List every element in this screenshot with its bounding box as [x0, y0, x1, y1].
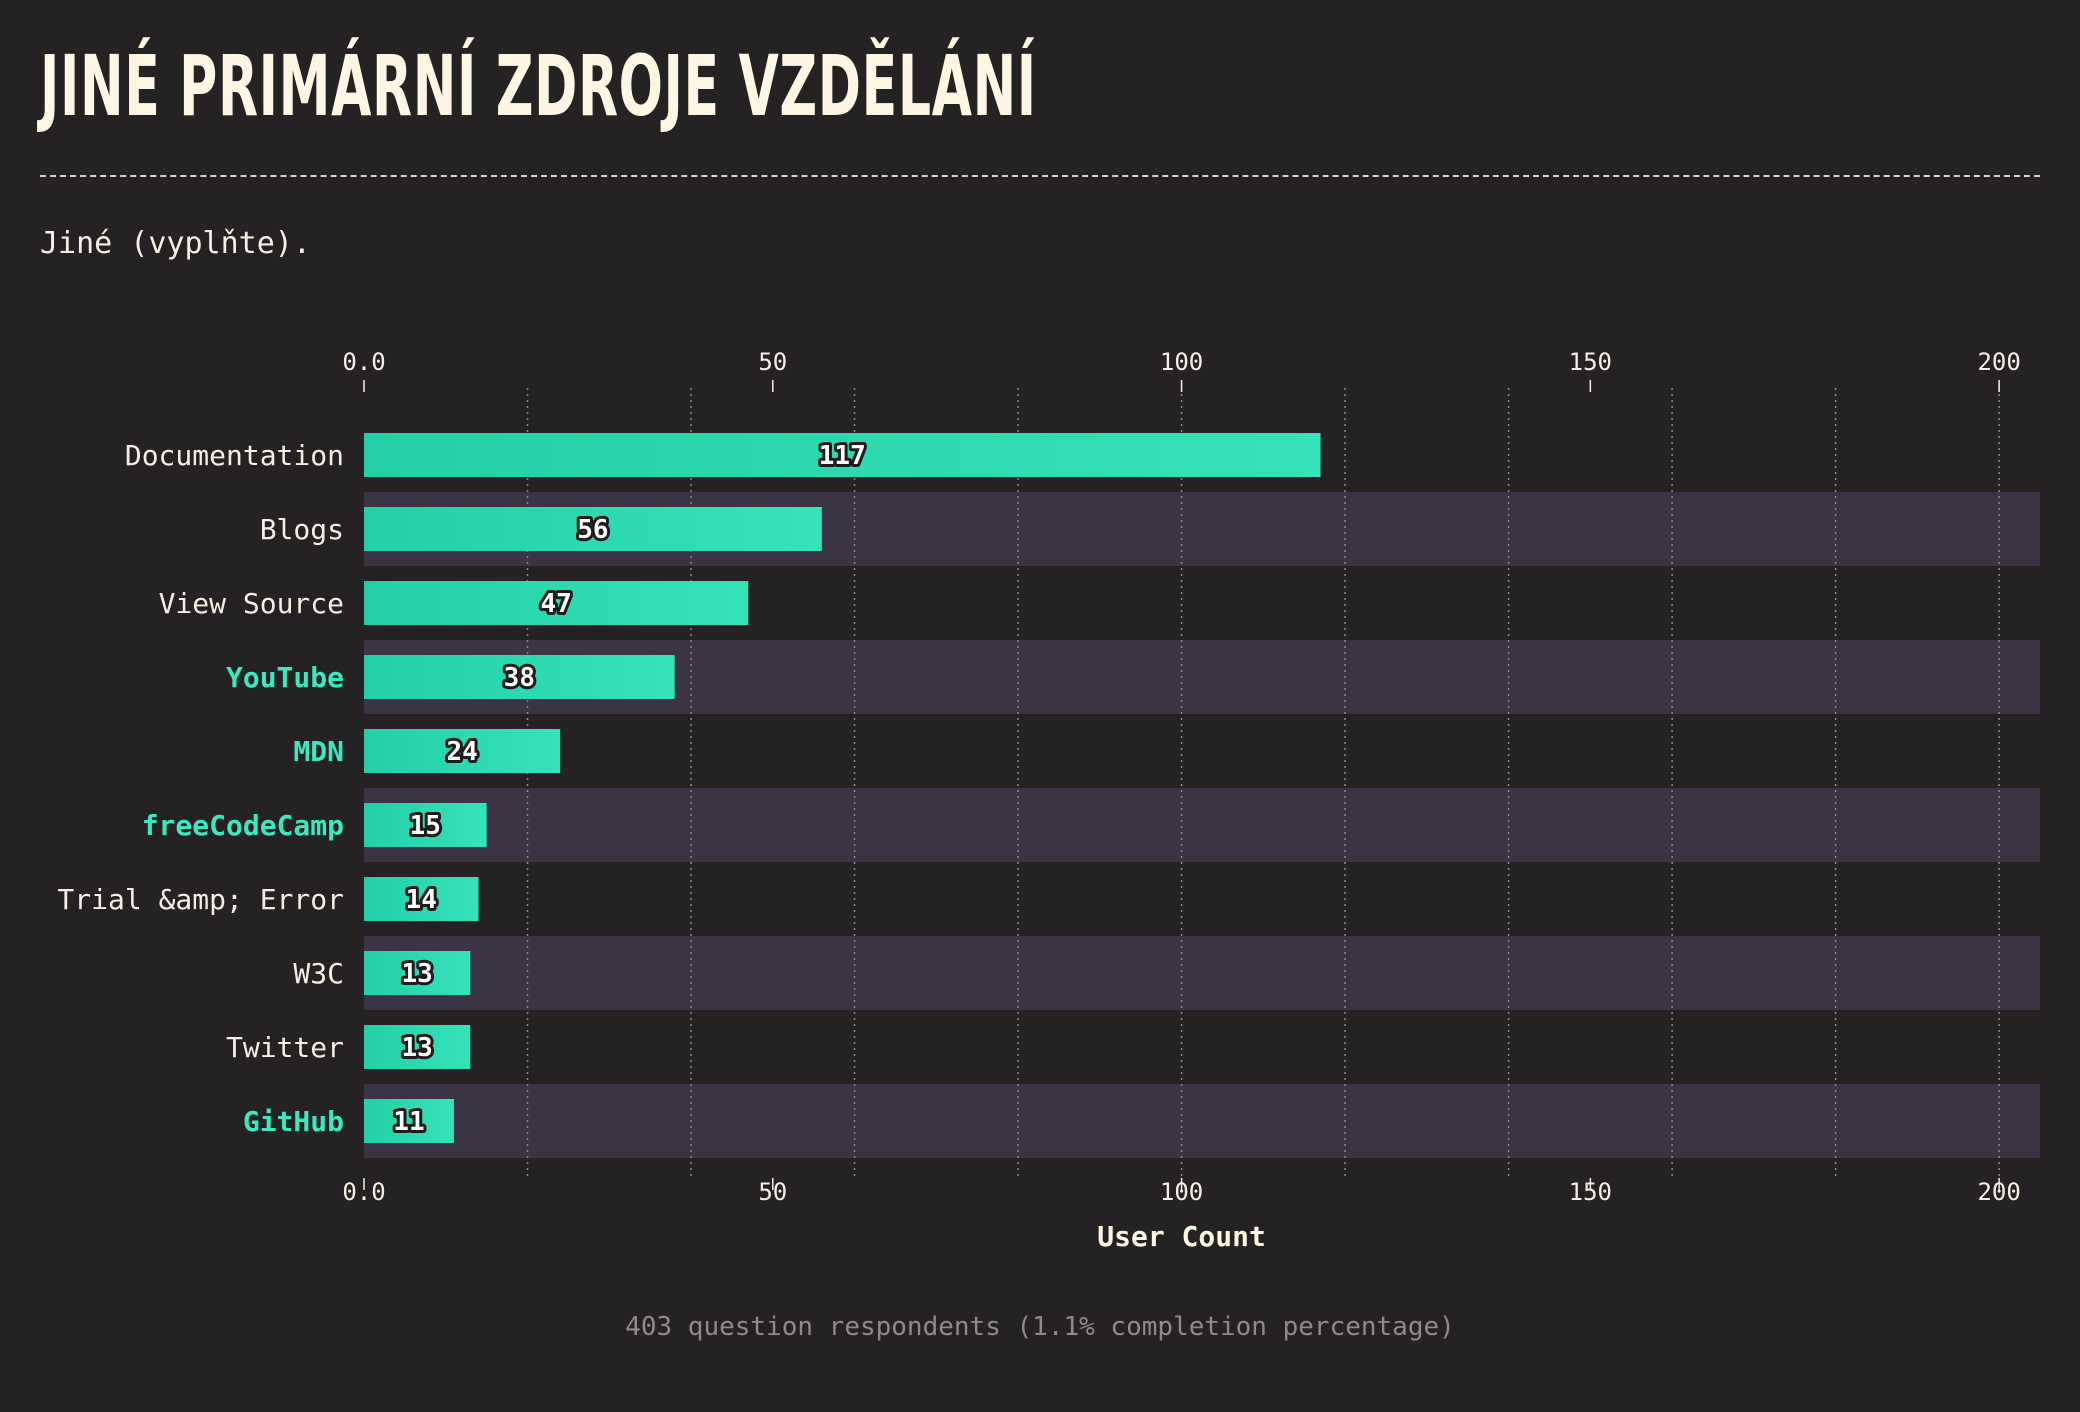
- category-label[interactable]: MDN: [293, 735, 344, 768]
- category-label: Trial &amp; Error: [57, 883, 344, 916]
- bars: 117 56 47 38 24 15 14 13 13 11: [364, 433, 1321, 1143]
- bar-value-label: 38: [504, 663, 535, 693]
- bar: [364, 507, 822, 551]
- category-labels: Documentation Blogs View Source YouTube MDN f…: [57, 439, 344, 1138]
- bar: [364, 1099, 454, 1143]
- bar-value-label: 13: [401, 959, 432, 989]
- bar-value-label: 56: [577, 515, 608, 545]
- category-label: Twitter: [226, 1031, 344, 1064]
- category-label: W3C: [293, 957, 344, 990]
- category-label[interactable]: YouTube: [226, 661, 344, 694]
- category-label: View Source: [159, 587, 344, 620]
- x-axis-title: User Count: [1097, 1220, 1266, 1253]
- bar-value-label: 14: [406, 885, 437, 915]
- x-tick-label-bottom: 0.0: [342, 1178, 385, 1206]
- respondents-footnote: 403 question respondents (1.1% completio…: [625, 1312, 1455, 1342]
- chart-subtitle: Jiné (vyplňte).: [40, 226, 311, 261]
- bar-value-label: 13: [401, 1033, 432, 1063]
- bar: [364, 1025, 471, 1069]
- x-tick-label-top: 100: [1160, 348, 1203, 376]
- row-band: [364, 936, 2040, 1010]
- page-title: JINÉ PRIMÁRNÍ ZDROJE VZDĚLÁNÍ: [40, 37, 1037, 135]
- category-label[interactable]: freeCodeCamp: [142, 809, 344, 842]
- row-bands: [364, 492, 2040, 1158]
- x-tick-label-bottom: 100: [1160, 1178, 1203, 1206]
- bar-value-label: 11: [393, 1107, 424, 1137]
- bar: [364, 951, 471, 995]
- x-tick-label-bottom: 50: [758, 1178, 787, 1206]
- bar: [364, 581, 749, 625]
- x-tick-label-top: 50: [758, 348, 787, 376]
- category-label[interactable]: GitHub: [243, 1105, 344, 1138]
- bar-value-label: 47: [540, 589, 571, 619]
- x-tick-label-top: 150: [1569, 348, 1612, 376]
- bar: [364, 655, 675, 699]
- bar: [364, 803, 487, 847]
- x-tick-label-top: 200: [1977, 348, 2020, 376]
- bar-value-label: 24: [446, 737, 477, 767]
- x-tick-label-bottom: 200: [1977, 1178, 2020, 1206]
- bar: [364, 877, 479, 921]
- row-band: [364, 788, 2040, 862]
- category-label: Blogs: [260, 513, 344, 546]
- bar: [364, 729, 561, 773]
- axis-ticks: 0.0 0.0 50 50 100 100 150 150 200 200: [342, 348, 2020, 1206]
- x-tick-label-bottom: 150: [1569, 1178, 1612, 1206]
- bar: [364, 433, 1321, 477]
- title-divider: [40, 175, 2040, 177]
- x-tick-label-top: 0.0: [342, 348, 385, 376]
- category-label: Documentation: [125, 439, 344, 472]
- bar-value-label: 15: [410, 811, 441, 841]
- bar-value-label: 117: [819, 441, 866, 471]
- row-band: [364, 1084, 2040, 1158]
